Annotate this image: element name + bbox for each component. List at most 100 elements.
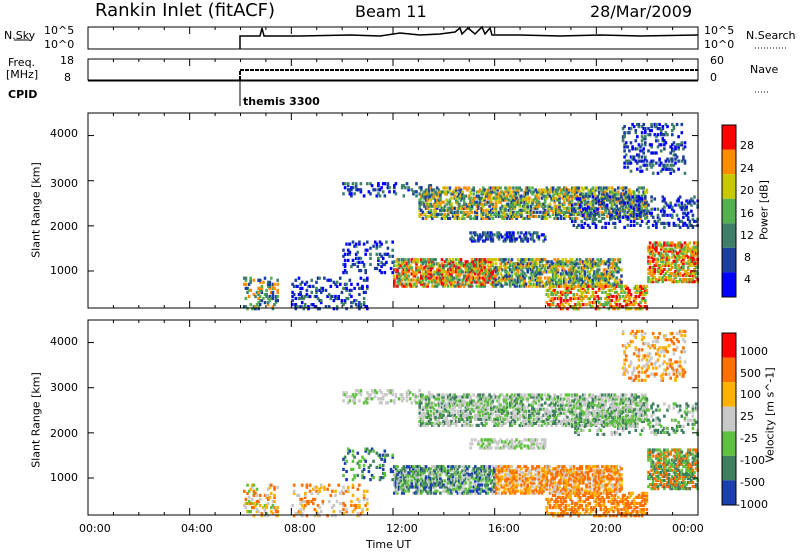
heatmap-cell-914	[486, 276, 490, 280]
heatmap-cell-756	[462, 489, 466, 493]
heatmap-cell-894	[482, 258, 485, 262]
heatmap-cell-1897	[420, 188, 423, 192]
heatmap-cell-3060	[478, 233, 482, 237]
heatmap-cell-3633	[659, 161, 663, 165]
colorbar-segment-3	[722, 198, 736, 224]
heatmap-cell-1396	[583, 278, 587, 282]
heatmap-cell-599	[427, 264, 431, 268]
heatmap-cell-2113	[464, 202, 468, 206]
heatmap-cell-3469	[693, 259, 696, 263]
heatmap-cell-3701	[677, 135, 680, 139]
heatmap-cell-2597	[558, 202, 561, 206]
heatmap-cell-565	[421, 268, 425, 272]
heatmap-cell-3442	[690, 259, 693, 263]
heatmap-cell-795	[470, 469, 474, 473]
heatmap-cell-2317	[504, 186, 507, 190]
heatmap-cell-590	[426, 270, 429, 274]
heatmap-cell-763	[458, 258, 461, 262]
heatmap-cell-3632	[659, 169, 663, 173]
heatmap-cell-3657	[664, 122, 668, 127]
heatmap-cell-208	[346, 296, 350, 301]
heatmap-cell-67	[268, 284, 272, 288]
heatmap-cell-2262	[494, 206, 498, 210]
heatmap-cell-63	[266, 280, 270, 284]
heatmap-cell-557	[423, 487, 426, 491]
heatmap-cell-2580	[555, 198, 558, 202]
heatmap-cell-1116	[526, 262, 529, 266]
heatmap-cell-2391	[516, 198, 520, 202]
heatmap-cell-695	[450, 481, 453, 485]
heatmap-cell-1103	[523, 276, 526, 280]
heatmap-cell-2328	[507, 198, 510, 202]
heatmap-cell-1275	[558, 264, 561, 268]
heatmap-cell-860	[477, 266, 480, 270]
heatmap-cell-2365	[512, 186, 515, 190]
heatmap-cell-410	[396, 489, 399, 493]
heatmap-cell-478	[408, 473, 412, 477]
heatmap-cell-287	[359, 256, 363, 260]
heatmap-cell-2966	[631, 190, 634, 194]
heatmap-cell-1427	[588, 258, 591, 262]
heatmap-cell-1884	[418, 208, 421, 212]
heatmap-cell-1145	[532, 266, 536, 270]
heatmap-cell-3961	[688, 199, 692, 203]
heatmap-cell-955	[493, 274, 496, 278]
noise-left-tick-top: 10^5	[44, 24, 75, 37]
heatmap-cell-48	[260, 286, 264, 290]
heatmap-cell-2758	[588, 202, 591, 206]
heatmap-cell-1343	[570, 258, 574, 262]
heatmap-cell-1568	[617, 260, 620, 264]
heatmap-cell-3344	[675, 255, 679, 259]
heatmap-cell-3351	[677, 271, 680, 276]
heatmap-cell-919	[494, 465, 498, 469]
heatmap-cell-3807	[615, 197, 618, 201]
heatmap-cell-3111	[510, 231, 514, 235]
heatmap-cell-3881	[655, 221, 658, 225]
heatmap-cell-2452	[528, 198, 531, 202]
heatmap-cell-300	[346, 401, 350, 405]
heatmap-cell-1847	[637, 307, 641, 311]
heatmap-cell-2517	[542, 188, 545, 192]
heatmap-cell-1788	[618, 305, 622, 309]
heatmap-cell-3554	[637, 125, 641, 129]
heatmap-cell-811	[475, 487, 479, 491]
heatmap-cell-393	[393, 483, 396, 487]
heatmap-cell-539	[420, 489, 423, 493]
heatmap-cell-2210	[485, 208, 488, 212]
heatmap-cell-616	[431, 278, 434, 282]
heatmap-cell-1117	[526, 258, 529, 262]
heatmap-cell-574	[424, 465, 428, 469]
heatmap-cell-2594	[558, 208, 561, 212]
heatmap-cell-551	[421, 481, 425, 485]
heatmap-cell-2704	[578, 208, 582, 212]
heatmap-cell-1698	[585, 294, 588, 299]
heatmap-cell-754	[456, 266, 460, 270]
heatmap-cell-761	[458, 262, 461, 266]
heatmap-cell-3207	[655, 280, 658, 284]
heatmap-cell-699	[447, 276, 450, 280]
heatmap-cell-1175	[537, 258, 541, 262]
heatmap-cell-1643	[566, 292, 569, 297]
heatmap-cell-3450	[691, 276, 695, 280]
heatmap-cell-3762	[594, 223, 598, 227]
heatmap-cell-1917	[424, 196, 428, 200]
heatmap-cell-3870	[650, 211, 653, 215]
heatmap-cell-469	[402, 272, 406, 276]
heatmap-cell-283	[383, 457, 387, 461]
heatmap-cell-724	[455, 465, 458, 469]
heatmap-cell-921	[496, 483, 499, 487]
heatmap-cell-2902	[617, 186, 620, 190]
heatmap-cell-2265	[494, 200, 498, 204]
heatmap-cell-1124	[528, 258, 531, 262]
heatmap-cell-84	[276, 485, 279, 489]
heatmap-cell-507	[415, 489, 418, 493]
heatmap-cell-430	[394, 284, 398, 288]
heatmap-cell-2519	[543, 214, 547, 218]
heatmap-cell-426	[393, 274, 396, 278]
heatmap-cell-2921	[621, 192, 625, 196]
heatmap-cell-2579	[555, 204, 558, 208]
heatmap-cell-3929	[678, 225, 682, 229]
heatmap-cell-3129	[524, 233, 528, 237]
heatmap-cell-342	[343, 182, 347, 186]
heatmap-cell-2227	[488, 204, 491, 208]
